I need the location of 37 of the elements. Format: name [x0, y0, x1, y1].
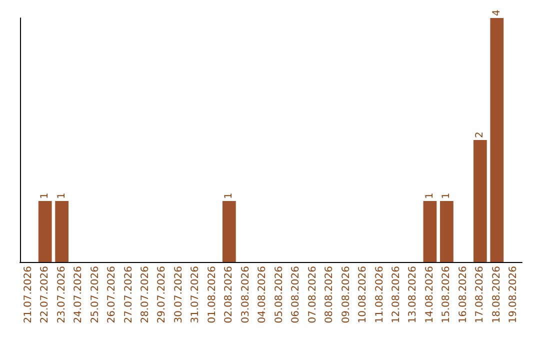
x-tick-label: 11.08.2026	[374, 266, 386, 324]
data-label: 1	[40, 192, 51, 199]
data-label: 4	[491, 10, 502, 16]
x-tick-label: 02.08.2026	[224, 266, 235, 324]
x-tick-label: 12.08.2026	[391, 266, 402, 324]
x-tick-label: 01.08.2026	[206, 266, 218, 324]
x-tick-label: 13.08.2026	[408, 266, 419, 324]
x-tick-label: 05.08.2026	[274, 266, 285, 324]
x-tick-label: 23.07.2026	[56, 266, 68, 324]
x-tick-label: 21.07.2026	[22, 266, 34, 324]
x-tick-label: 10.08.2026	[358, 266, 369, 324]
x-tick-label: 27.07.2026	[123, 266, 134, 324]
data-label: 1	[441, 192, 452, 199]
data-label: 1	[56, 192, 68, 199]
x-tick-label: 08.08.2026	[324, 266, 336, 324]
x-tick-label: 30.07.2026	[173, 266, 184, 324]
x-tick-label: 18.08.2026	[491, 266, 502, 324]
x-tick-label: 25.07.2026	[90, 266, 101, 324]
x-tick-label: 19.08.2026	[508, 266, 520, 324]
x-tick-label: 26.07.2026	[106, 266, 118, 324]
x-tick-label: 07.08.2026	[307, 266, 318, 324]
data-label: 1	[424, 192, 436, 199]
x-tick-label: 15.08.2026	[441, 266, 452, 324]
data-label: 2	[474, 132, 486, 138]
x-tick-label: 22.07.2026	[40, 266, 51, 324]
x-tick-label: 09.08.2026	[340, 266, 352, 324]
x-tick-label: 17.08.2026	[474, 266, 486, 324]
x-tick-label: 16.08.2026	[458, 266, 469, 324]
x-tick-label: 24.07.2026	[73, 266, 84, 324]
x-tick-label: 31.07.2026	[190, 266, 202, 324]
x-tick-label: 14.08.2026	[424, 266, 436, 324]
x-tick-label: 03.08.2026	[240, 266, 252, 324]
x-tick-label: 06.08.2026	[290, 266, 302, 324]
x-tick-label: 28.07.2026	[140, 266, 151, 324]
data-label: 1	[224, 192, 235, 199]
x-tick-label: 29.07.2026	[156, 266, 168, 324]
x-tick-label: 04.08.2026	[257, 266, 268, 324]
